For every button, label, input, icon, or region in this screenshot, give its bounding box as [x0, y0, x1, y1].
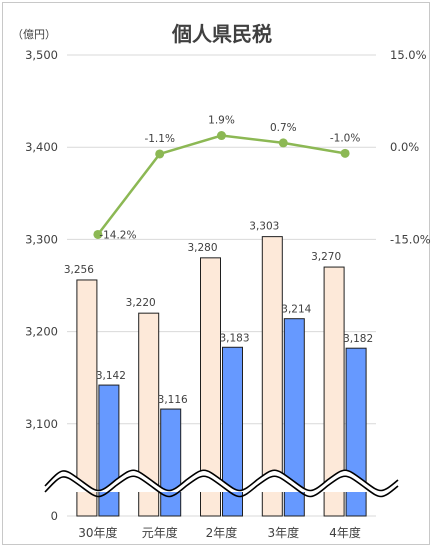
y-left-tick-label: 3,400	[25, 140, 58, 154]
axis-labels: 3,500 3,400 3,300 3,200 3,100 0 15.0% 0.0% -15.0…	[25, 48, 431, 540]
x-category-label: 3年度	[267, 525, 299, 540]
y-left-tick-label: 3,300	[25, 232, 58, 246]
data-label-series1: 3,220	[126, 297, 156, 309]
bar-series1	[76, 279, 98, 517]
data-label-series1: 3,303	[249, 221, 279, 233]
data-label-series2: 3,214	[281, 304, 311, 316]
data-label-series2: 3,142	[96, 370, 126, 382]
bars	[76, 236, 367, 517]
data-label-line: -14.2%	[99, 229, 136, 241]
axis-break-wave	[44, 469, 399, 498]
bar-series2	[160, 408, 182, 517]
x-category-label: 30年度	[78, 525, 117, 540]
y-left-tick-label: 3,500	[25, 48, 58, 62]
x-category-label: 元年度	[142, 525, 178, 540]
y-right-tick-label: 15.0%	[390, 48, 427, 62]
bar-series2	[283, 318, 305, 517]
y-axis-unit-label: （億円）	[12, 28, 56, 41]
bar-series1	[261, 236, 283, 517]
y-left-tick-label: 3,100	[25, 417, 58, 431]
data-label-line: -1.1%	[144, 133, 174, 145]
bar-series1	[200, 257, 221, 517]
bar-series1	[138, 312, 160, 517]
line-series	[93, 131, 350, 239]
data-label-line: -1.0%	[330, 132, 360, 144]
break-fill	[45, 470, 398, 492]
data-label-series2: 3,182	[343, 333, 373, 345]
y-right-tick-label: 0.0%	[390, 140, 419, 154]
chart-title: 個人県民税	[171, 22, 272, 46]
line-point	[278, 138, 288, 148]
data-labels: 3,256 3,142 3,220 3,116 3,280 3,183 3,303 3,214…	[64, 115, 373, 407]
break-wave-bottom	[44, 475, 399, 498]
data-label-line: 0.7%	[270, 122, 297, 134]
y-left-tick-label: 3,200	[25, 325, 58, 339]
data-label-series2: 3,183	[219, 332, 249, 344]
line-series-path	[96, 134, 346, 236]
data-label-series1: 3,280	[187, 242, 217, 254]
data-label-series1: 3,256	[64, 264, 94, 276]
line-point	[340, 148, 350, 158]
bar-series1	[323, 266, 345, 517]
data-label-series1: 3,270	[311, 251, 341, 263]
data-label-series2: 3,116	[158, 394, 188, 406]
bar-series2	[222, 346, 243, 517]
data-label-line: 1.9%	[208, 115, 235, 127]
y-right-tick-label: -15.0%	[390, 232, 431, 246]
line-point	[155, 149, 165, 159]
x-category-label: 2年度	[206, 525, 238, 540]
line-point	[217, 131, 226, 141]
line-point	[93, 229, 103, 239]
x-category-label: 4年度	[329, 525, 361, 540]
break-wave-top	[44, 469, 399, 492]
y-left-tick-label: 0	[51, 509, 58, 523]
